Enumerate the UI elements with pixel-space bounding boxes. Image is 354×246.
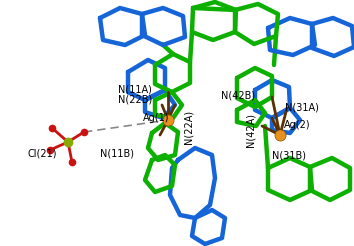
Text: Ag(1): Ag(1) [143, 113, 170, 123]
Text: N(22B): N(22B) [118, 95, 152, 105]
Text: N(11B): N(11B) [100, 148, 134, 158]
Text: N(11A): N(11A) [118, 85, 152, 95]
Text: Ag(2): Ag(2) [284, 120, 310, 130]
Text: N(42B): N(42B) [221, 91, 255, 101]
Text: N(31B): N(31B) [272, 150, 306, 160]
Text: N(42A): N(42A) [246, 113, 256, 147]
Text: N(22A): N(22A) [183, 110, 193, 144]
Text: N(31A): N(31A) [285, 103, 319, 113]
Text: Cl(21): Cl(21) [28, 148, 57, 158]
